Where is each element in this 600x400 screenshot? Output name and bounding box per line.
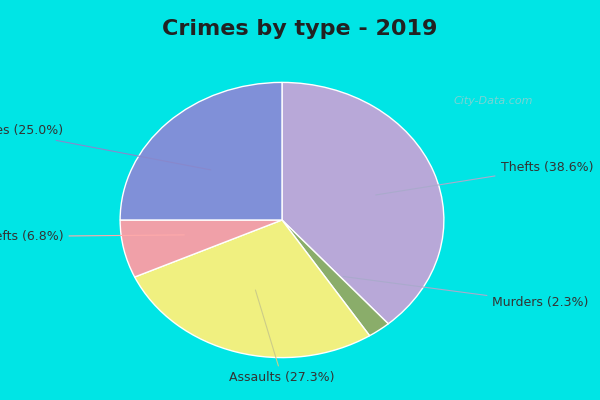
Wedge shape xyxy=(120,220,282,277)
Wedge shape xyxy=(282,220,388,336)
Text: Auto thefts (6.8%): Auto thefts (6.8%) xyxy=(0,230,184,243)
Wedge shape xyxy=(282,82,444,324)
Text: City-Data.com: City-Data.com xyxy=(454,96,533,106)
Text: Crimes by type - 2019: Crimes by type - 2019 xyxy=(163,19,437,39)
Text: Burglaries (25.0%): Burglaries (25.0%) xyxy=(0,124,211,170)
Text: Thefts (38.6%): Thefts (38.6%) xyxy=(376,161,593,195)
Text: Murders (2.3%): Murders (2.3%) xyxy=(343,276,589,309)
Text: Assaults (27.3%): Assaults (27.3%) xyxy=(229,290,335,384)
Wedge shape xyxy=(120,82,282,220)
Wedge shape xyxy=(134,220,370,358)
